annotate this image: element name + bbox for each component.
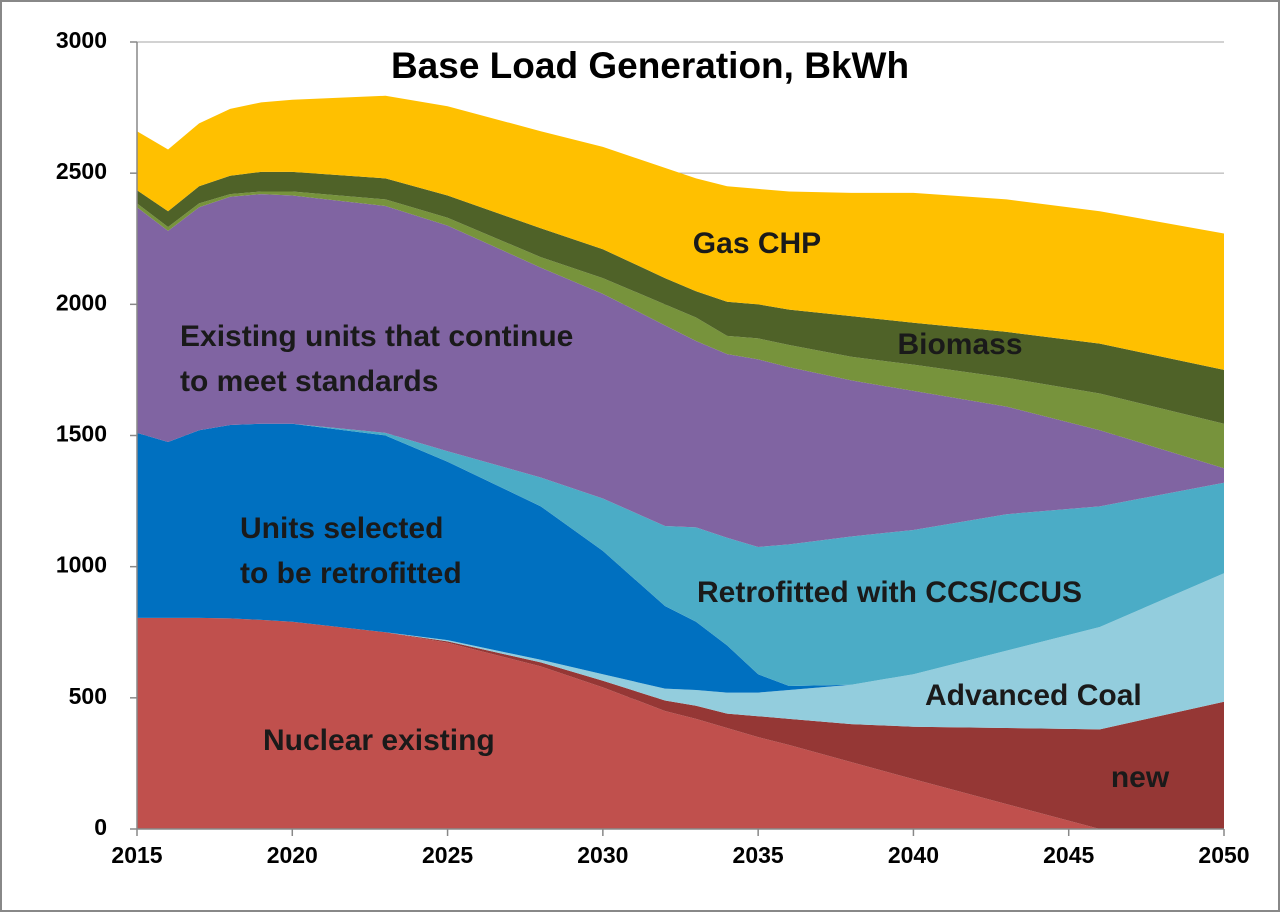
y-tick-label: 1000 <box>56 552 107 578</box>
area <box>137 171 1224 424</box>
label-line: Existing units that continue <box>180 320 573 353</box>
area <box>137 95 1224 370</box>
area <box>137 617 1224 829</box>
x-tick-label: 2050 <box>1198 842 1249 868</box>
x-tick-label: 2040 <box>888 842 939 868</box>
labels: Nuclear existing new Advanced Coal Units se… <box>180 227 1170 794</box>
x-tick-label: 2025 <box>422 842 473 868</box>
x-tick-label: 2015 <box>111 842 162 868</box>
y-tick-label: 2000 <box>56 289 107 315</box>
area <box>137 573 1224 730</box>
series-label: Advanced Coal <box>925 679 1142 712</box>
area <box>137 191 1224 469</box>
series-label: Retrofitted with CCS/CCUS <box>697 576 1082 609</box>
y-tick-label: 0 <box>94 814 107 840</box>
chart-title: Base Load Generation, BkWh <box>391 45 909 86</box>
label-line: to be retrofitted <box>240 557 462 590</box>
series-label: Existing units that continue to meet stan… <box>180 320 573 398</box>
axes: 0 500 1000 1500 2000 2500 3000 2015 2020 2025 2030… <box>56 27 1250 868</box>
area <box>137 194 1224 547</box>
y-tick-label: 1500 <box>56 421 107 447</box>
y-tick-label: 3000 <box>56 27 107 53</box>
series-label: Units selected to be retrofitted <box>240 512 462 590</box>
area <box>137 423 1224 693</box>
label-line: to meet standards <box>180 365 438 398</box>
y-tick-label: 2500 <box>56 158 107 184</box>
series-label: Biomass <box>897 328 1022 361</box>
series-label: Nuclear existing <box>263 724 495 757</box>
areas <box>137 95 1224 829</box>
x-tick-label: 2045 <box>1043 842 1094 868</box>
area <box>137 617 1224 829</box>
series-label: Gas CHP <box>693 227 821 260</box>
x-tick-label: 2020 <box>267 842 318 868</box>
area <box>137 423 1224 687</box>
series-label: new <box>1111 761 1170 794</box>
y-tick-label: 500 <box>69 683 107 709</box>
x-tick-label: 2035 <box>733 842 784 868</box>
label-line: Units selected <box>240 512 443 545</box>
x-tick-label: 2030 <box>577 842 628 868</box>
